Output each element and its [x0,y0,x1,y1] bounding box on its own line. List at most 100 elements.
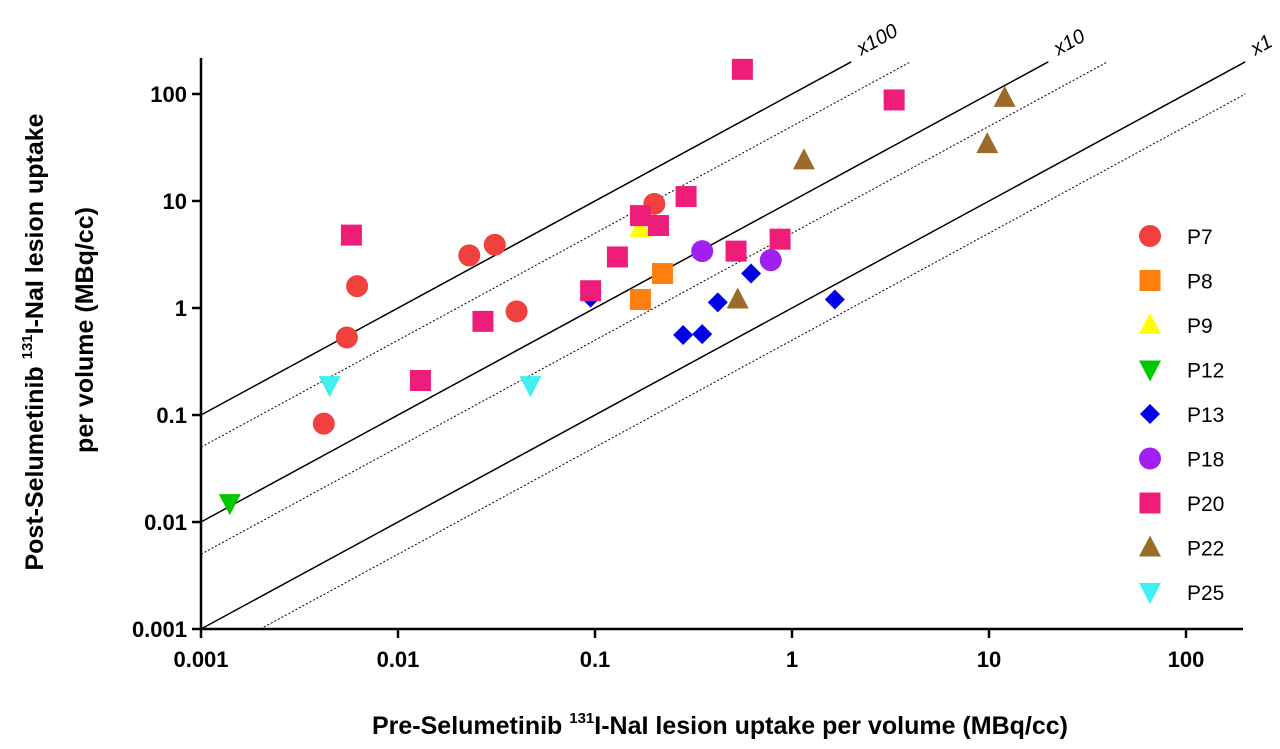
data-point-P7 [335,326,358,349]
data-point-P20 [629,205,651,227]
legend-marker-P25 [1139,583,1161,604]
data-point-P18 [691,240,714,263]
legend-marker-P18 [1139,447,1161,470]
x-tick-label: 0.001 [173,647,228,672]
series-P8 [629,263,673,311]
legend-marker-P22 [1139,535,1161,557]
data-point-P20 [769,228,791,250]
y-tick-label: 1 [175,296,187,321]
data-point-P25 [519,376,542,398]
legend-label-P22: P22 [1187,538,1224,561]
data-point-P8 [651,263,673,285]
series-P7 [312,192,666,435]
y-tick-label: 0.01 [144,510,187,535]
series-P20 [340,58,905,392]
data-point-P22 [976,132,999,154]
data-point-P13 [741,263,762,284]
data-point-P25 [318,376,341,398]
x-tick-label: 0.01 [377,647,420,672]
data-point-P20 [883,89,905,111]
reference-label-x1: x1 [1246,31,1276,61]
data-point-P13 [824,289,845,310]
data-point-P7 [346,275,369,298]
y-axis-title-line2: per volume (MBq/cc) [71,207,99,453]
x-tick-label: 10 [977,647,1001,672]
reference-lines [200,61,1246,630]
legend-label-P7: P7 [1187,226,1213,249]
legend-label-P8: P8 [1187,271,1213,294]
legend-item-P18: P18 [1139,447,1224,472]
series-P18 [691,240,782,272]
data-point-P13 [707,292,728,313]
data-point-P22 [993,85,1016,107]
x-tick-label: 0.1 [580,647,611,672]
legend-item-P12: P12 [1139,360,1224,383]
legend-item-P22: P22 [1139,535,1224,561]
data-point-P7 [312,412,335,435]
data-point-P12 [218,494,241,516]
legend-marker-P7 [1139,225,1161,247]
data-point-P7 [505,300,528,323]
data-points [218,58,1016,516]
reference-label-x100: x100 [852,20,901,61]
legend-item-P25: P25 [1139,582,1224,605]
series-P13 [580,263,845,345]
legend-item-P8: P8 [1139,270,1213,294]
data-point-P20 [606,246,628,268]
data-point-P7 [458,244,481,267]
legend-item-P20: P20 [1139,492,1224,516]
data-point-P13 [692,324,713,345]
x-axis-title: Pre-Selumetinib 131I-NaI lesion uptake p… [372,710,1068,740]
legend-label-P12: P12 [1187,360,1224,383]
series-P25 [318,376,542,398]
legend-label-P25: P25 [1187,582,1224,605]
legend-label-P13: P13 [1187,404,1224,427]
legend-marker-P13 [1140,404,1160,424]
x-axis-ticks: 0.001 0.01 0.1 1 10 100 [173,629,1204,672]
data-point-P22 [792,148,815,170]
data-point-P9 [629,215,652,237]
reference-line-labels: x100 x10 x1 [852,20,1276,61]
x-tick-label: 100 [1168,647,1205,672]
data-point-P18 [759,249,782,272]
y-tick-label: 0.001 [132,617,187,642]
data-point-P13 [673,324,694,345]
data-point-P7 [483,233,506,256]
data-point-P22 [726,287,749,309]
legend-marker-P9 [1139,313,1161,334]
data-point-P20 [580,280,602,302]
x-tick-label: 1 [786,647,798,672]
legend: P7 P8 P9 P12 P13 P18 P20 P22 P25 [1139,225,1224,605]
legend-marker-P20 [1139,492,1161,514]
data-point-P20 [675,186,697,208]
legend-marker-P8 [1139,270,1161,291]
reference-line-dotted-3 [200,61,1108,555]
legend-item-P13: P13 [1140,404,1224,427]
data-point-P20 [472,310,494,332]
legend-item-P7: P7 [1139,225,1213,249]
y-tick-label: 0.1 [156,403,187,428]
data-point-P20 [731,58,753,80]
data-point-P8 [629,289,651,311]
legend-item-P9: P9 [1139,313,1213,338]
reference-line-x100 [200,61,852,416]
y-tick-label: 10 [163,189,187,214]
data-point-P20 [340,224,362,246]
data-point-P20 [409,370,431,392]
data-point-P20 [647,215,669,237]
reference-label-x10: x10 [1049,25,1089,60]
series-P22 [726,85,1016,309]
y-tick-label: 100 [150,82,187,107]
y-axis-ticks: 0.001 0.01 0.1 1 10 100 [132,82,201,642]
series-P9 [629,215,652,237]
legend-label-P18: P18 [1187,449,1224,472]
legend-marker-P12 [1139,360,1161,382]
reference-line-x1 [200,61,1246,630]
legend-label-P20: P20 [1187,493,1224,516]
data-point-P20 [725,240,747,262]
y-axis-title-line1: Post-Selumetinib 131I-NaI lesion uptake [19,113,49,570]
legend-label-P9: P9 [1187,315,1213,338]
axes [199,58,1243,631]
reference-line-dotted-5 [260,93,1246,630]
